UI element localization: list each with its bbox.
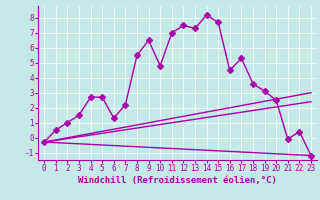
X-axis label: Windchill (Refroidissement éolien,°C): Windchill (Refroidissement éolien,°C) (78, 176, 277, 185)
